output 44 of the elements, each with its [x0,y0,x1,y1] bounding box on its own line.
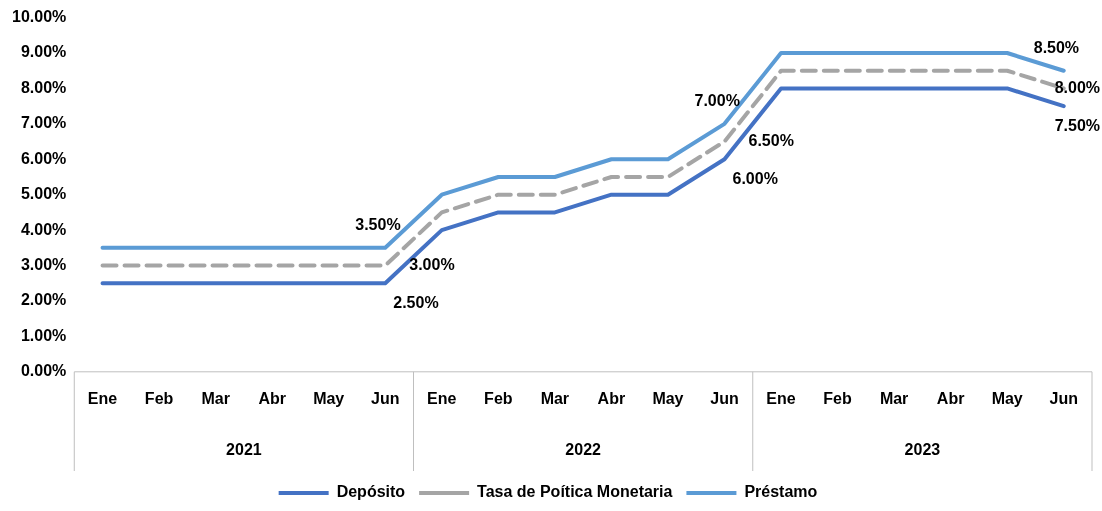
x-tick-label: Mar [879,389,909,407]
x-tick-label: Mar [201,389,230,407]
y-tick-label: 5.00% [20,185,67,203]
data-label: 3.50% [355,216,401,234]
x-tick-label: Jun [371,389,400,407]
x-tick-label: Abr [258,389,286,407]
data-label: 6.00% [732,169,778,187]
x-tick-label: Jun [1049,389,1078,407]
data-label: 2.50% [393,293,439,311]
x-tick-label: Ene [427,389,457,407]
x-tick-label: Feb [823,389,853,407]
x-tick-label: May [991,389,1023,407]
y-tick-label: 7.00% [20,114,67,132]
y-tick-label: 0.00% [20,362,67,380]
legend-label: Depósito [336,483,406,501]
x-tick-label: Abr [597,389,626,407]
y-tick-label: 8.00% [20,78,67,96]
y-tick-label: 9.00% [20,43,67,61]
text: 2023 [904,441,941,459]
y-tick-label: 6.00% [20,149,67,167]
data-label: 6.50% [748,131,794,149]
x-tick-label: Feb [484,389,513,407]
x-tick-label: Abr [936,389,965,407]
y-tick-label: 1.00% [20,326,67,344]
y-tick-label: 3.00% [20,255,67,273]
x-tick-label: Ene [87,389,118,407]
x-tick-label: May [652,389,684,407]
text: 2021 [226,441,262,459]
data-label: 8.50% [1033,39,1080,57]
text: 2022 [565,441,602,459]
legend-label: Préstamo [744,483,818,501]
x-tick-label: Jun [710,389,739,407]
x-tick-label: Ene [766,389,796,407]
data-label: 7.00% [694,92,740,110]
y-tick-label: 2.00% [20,291,67,309]
x-tick-label: Mar [540,389,570,407]
x-tick-label: May [313,389,345,407]
data-label: 7.50% [1054,116,1101,134]
y-tick-label: 4.00% [20,220,67,238]
data-label: 3.00% [409,255,455,273]
legend-label: Tasa de Poítica Monetaria [477,483,673,501]
data-label: 8.00% [1054,78,1101,96]
y-tick-label: 10.00% [12,8,67,26]
x-tick-label: Feb [144,389,174,407]
